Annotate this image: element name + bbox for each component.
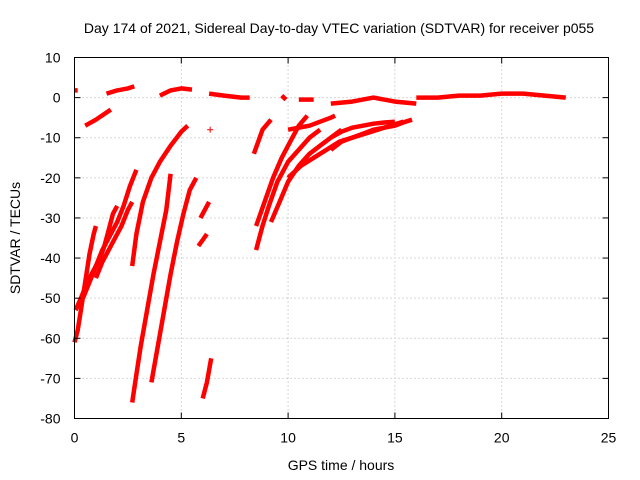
x-tick-label: 5: [177, 430, 185, 446]
series-arc-x: [268, 127, 343, 223]
point-arc-t: [207, 126, 214, 133]
y-tick-labels: -80 -70 -60 -50 -40 -30 -20 -10 0 10: [40, 50, 60, 427]
series-arc-f: [280, 93, 288, 102]
y-tick-label: -10: [40, 130, 60, 146]
y-tick-label: -50: [40, 290, 60, 306]
data-series: [72, 84, 567, 403]
x-tick-labels: 0 5 10 15 20 25: [71, 430, 617, 446]
y-tick-label: -70: [40, 370, 60, 386]
series-arc-q: [196, 232, 209, 248]
axis-ticks: [74, 57, 609, 419]
series-arc-ab: [329, 117, 413, 152]
y-tick-label: -30: [40, 210, 60, 226]
series-arc-i: [416, 91, 567, 100]
y-tick-label: -40: [40, 250, 60, 266]
x-axis-title: GPS time / hours: [288, 457, 395, 473]
series-arc-d: [158, 86, 193, 98]
y-tick-label: -60: [40, 330, 60, 346]
series-arc-r: [198, 200, 212, 219]
series-arc-c: [105, 84, 135, 96]
series-arc-h: [330, 95, 417, 106]
y-tick-label: -20: [40, 170, 60, 186]
series-arc-l: [80, 168, 139, 300]
series-arc-m: [93, 200, 135, 279]
x-tick-label: 0: [71, 430, 79, 446]
x-tick-label: 20: [494, 430, 510, 446]
x-tick-label: 10: [280, 430, 296, 446]
plot-frame: [74, 57, 609, 419]
series-arc-e: [208, 91, 250, 100]
series-arc-n: [129, 124, 190, 267]
series-arc-u: [251, 118, 273, 155]
y-tick-label: 10: [45, 50, 61, 66]
series-arc-v: [253, 127, 322, 251]
series-arc-s: [200, 357, 214, 399]
series-arc-b: [84, 107, 113, 128]
series-arc-p: [149, 176, 199, 383]
x-tick-label: 15: [387, 430, 403, 446]
grid: [74, 57, 609, 419]
series-arc-o: [129, 173, 173, 403]
series-arc-aa: [329, 119, 396, 140]
y-tick-label: 0: [53, 90, 61, 106]
x-tick-label: 25: [601, 430, 617, 446]
chart-title: Day 174 of 2021, Sidereal Day-to-day VTE…: [84, 20, 594, 36]
series-arc-y: [287, 113, 337, 132]
y-tick-label: -80: [40, 411, 60, 427]
y-axis-title: SDTVAR / TECUs: [7, 182, 23, 294]
